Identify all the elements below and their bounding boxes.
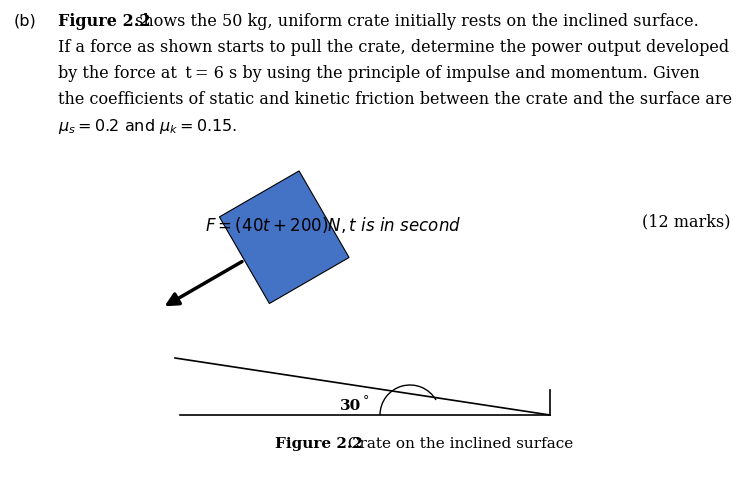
Text: If a force as shown starts to pull the crate, determine the power output develop: If a force as shown starts to pull the c… <box>58 39 729 56</box>
Text: (b): (b) <box>14 13 37 28</box>
Text: 30: 30 <box>340 399 361 413</box>
Text: shows the 50 kg, uniform crate initially rests on the inclined surface.: shows the 50 kg, uniform crate initially… <box>130 13 699 30</box>
Text: Crate on the inclined surface: Crate on the inclined surface <box>343 437 573 451</box>
Polygon shape <box>219 171 349 303</box>
Text: the coefficients of static and kinetic friction between the crate and the surfac: the coefficients of static and kinetic f… <box>58 91 732 108</box>
Text: $F = (40t + 200)N$$,t\ is\ in\ second$: $F = (40t + 200)N$$,t\ is\ in\ second$ <box>205 215 461 235</box>
Text: °: ° <box>363 394 370 407</box>
Text: Figure 2.2: Figure 2.2 <box>275 437 363 451</box>
Text: (12 marks): (12 marks) <box>641 213 730 230</box>
Text: by the force at  t = 6 s by using the principle of impulse and momentum. Given: by the force at t = 6 s by using the pri… <box>58 65 700 82</box>
Text: Figure 2.2: Figure 2.2 <box>58 13 150 30</box>
Text: $\mu_s = 0.2\ \mathrm{and}\ \mu_k = 0.15.$: $\mu_s = 0.2\ \mathrm{and}\ \mu_k = 0.15… <box>58 117 237 136</box>
